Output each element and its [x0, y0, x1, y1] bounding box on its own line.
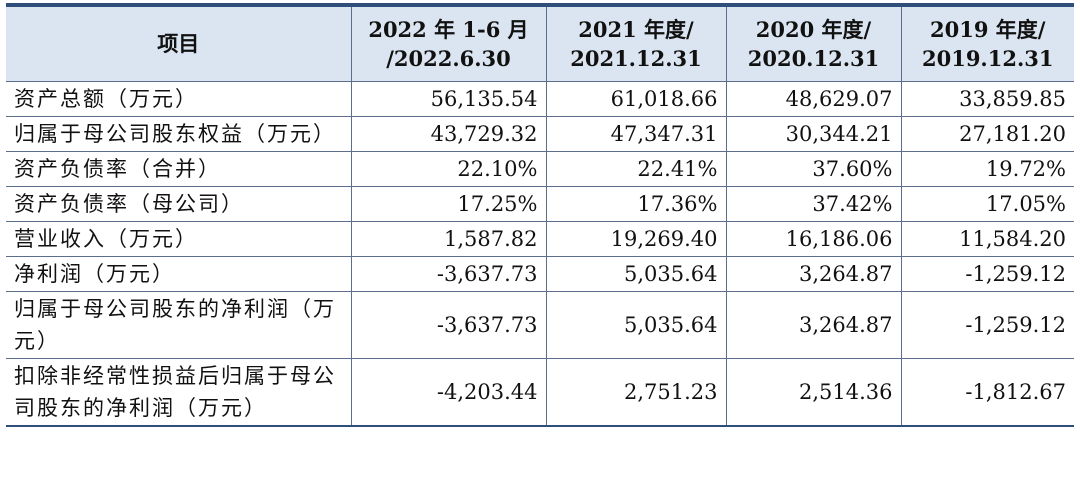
header-period-line2: 2020.12.31 — [747, 45, 880, 71]
cell-value: -3,637.73 — [350, 256, 547, 292]
header-period-line2: /2022.6.30 — [386, 45, 511, 71]
header-period-line2: 2019.12.31 — [921, 45, 1054, 71]
cell-value: 11,584.20 — [900, 221, 1074, 257]
header-period-line1: 2019 年度/ — [930, 16, 1046, 42]
cell-value: 5,035.64 — [545, 256, 727, 292]
cell-value: -1,259.12 — [900, 291, 1074, 359]
cell-value: -4,203.44 — [350, 358, 547, 427]
cell-value: 37.60% — [725, 151, 902, 187]
cell-value: -1,259.12 — [900, 256, 1074, 292]
cell-value: -1,812.67 — [900, 358, 1074, 427]
row-label-parent-equity: 归属于母公司股东权益（万元） — [6, 116, 352, 152]
table-row: 扣除非经常性损益后归属于母公司股东的净利润（万元） -4,203.44 2,75… — [6, 358, 1074, 427]
row-label-revenue: 营业收入（万元） — [6, 221, 352, 257]
cell-value: 3,264.87 — [725, 256, 902, 292]
cell-value: 2,514.36 — [725, 358, 902, 427]
cell-value: 1,587.82 — [350, 221, 547, 257]
table-row: 净利润（万元） -3,637.73 5,035.64 3,264.87 -1,2… — [6, 256, 1074, 292]
row-label-debt-ratio-parent: 资产负债率（母公司） — [6, 186, 352, 222]
header-item: 项目 — [6, 5, 352, 82]
financial-summary-table: 项目 2022 年 1-6 月 /2022.6.30 2021 年度/ 2021… — [6, 3, 1074, 427]
cell-value: 43,729.32 — [350, 116, 547, 152]
header-period-2022h1: 2022 年 1-6 月 /2022.6.30 — [350, 5, 547, 82]
cell-value: 19,269.40 — [545, 221, 727, 257]
cell-value: 30,344.21 — [725, 116, 902, 152]
header-period-2020: 2020 年度/ 2020.12.31 — [725, 5, 902, 82]
row-label-total-assets: 资产总额（万元） — [6, 81, 352, 117]
table-row: 归属于母公司股东权益（万元） 43,729.32 47,347.31 30,34… — [6, 116, 1074, 152]
table-row: 资产负债率（合并） 22.10% 22.41% 37.60% 19.72% — [6, 151, 1074, 187]
cell-value: 22.10% — [350, 151, 547, 187]
cell-value: 17.05% — [900, 186, 1074, 222]
cell-value: 2,751.23 — [545, 358, 727, 427]
cell-value: 3,264.87 — [725, 291, 902, 359]
financial-summary-table-wrapper: 项目 2022 年 1-6 月 /2022.6.30 2021 年度/ 2021… — [6, 3, 1074, 427]
row-label-debt-ratio-consolidated: 资产负债率（合并） — [6, 151, 352, 187]
cell-value: 56,135.54 — [350, 81, 547, 117]
cell-value: 5,035.64 — [545, 291, 727, 359]
cell-value: 33,859.85 — [900, 81, 1074, 117]
cell-value: 16,186.06 — [725, 221, 902, 257]
cell-value: 61,018.66 — [545, 81, 727, 117]
header-period-2019: 2019 年度/ 2019.12.31 — [900, 5, 1074, 82]
header-period-line1: 2022 年 1-6 月 — [368, 16, 529, 42]
row-label-parent-net-profit: 归属于母公司股东的净利润（万元） — [6, 291, 352, 359]
table-row: 资产总额（万元） 56,135.54 61,018.66 48,629.07 3… — [6, 81, 1074, 117]
header-period-line2: 2021.12.31 — [570, 45, 702, 71]
row-label-net-profit: 净利润（万元） — [6, 256, 352, 292]
table-row: 营业收入（万元） 1,587.82 19,269.40 16,186.06 11… — [6, 221, 1074, 257]
table-row: 归属于母公司股东的净利润（万元） -3,637.73 5,035.64 3,26… — [6, 291, 1074, 359]
cell-value: 37.42% — [725, 186, 902, 222]
header-period-line1: 2021 年度/ — [578, 16, 694, 42]
header-period-2021: 2021 年度/ 2021.12.31 — [545, 5, 727, 82]
cell-value: 17.25% — [350, 186, 547, 222]
cell-value: 17.36% — [545, 186, 727, 222]
cell-value: 19.72% — [900, 151, 1074, 187]
cell-value: 22.41% — [545, 151, 727, 187]
row-label-adjusted-parent-net-profit: 扣除非经常性损益后归属于母公司股东的净利润（万元） — [6, 358, 352, 427]
table-header-row: 项目 2022 年 1-6 月 /2022.6.30 2021 年度/ 2021… — [6, 5, 1074, 82]
cell-value: 48,629.07 — [725, 81, 902, 117]
cell-value: -3,637.73 — [350, 291, 547, 359]
header-period-line1: 2020 年度/ — [755, 16, 872, 42]
cell-value: 47,347.31 — [545, 116, 727, 152]
table-row: 资产负债率（母公司） 17.25% 17.36% 37.42% 17.05% — [6, 186, 1074, 222]
cell-value: 27,181.20 — [900, 116, 1074, 152]
